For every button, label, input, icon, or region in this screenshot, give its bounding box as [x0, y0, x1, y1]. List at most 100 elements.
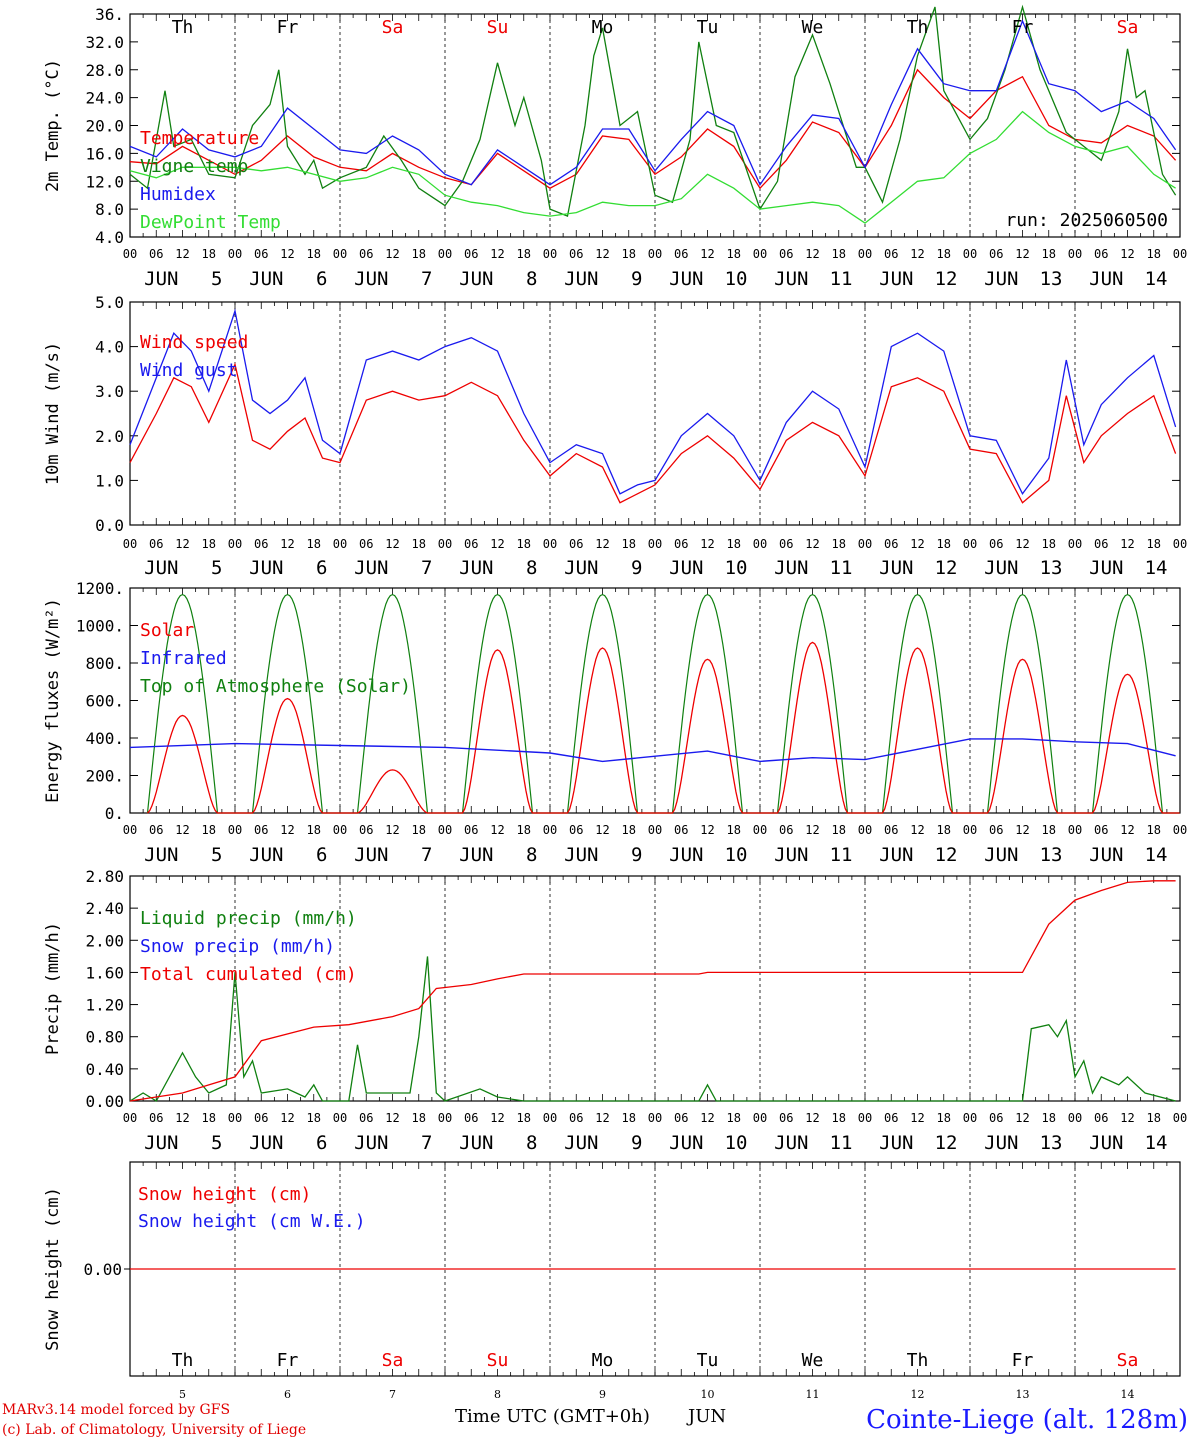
hour-tick-label: 00	[333, 247, 347, 261]
panel-1: 36. 32.0 28.0 24.0 20.0 16.0 12.0 8.0 4.0 2m Temp…	[43, 4, 1187, 290]
hour-tick-label: 06	[884, 247, 898, 261]
hour-tick-label: 12	[385, 537, 399, 551]
y-tick-label: 1.60	[85, 963, 124, 982]
hour-tick-label: 18	[412, 823, 426, 837]
hour-tick-label: 18	[937, 823, 951, 837]
hour-tick-label: 06	[359, 1111, 373, 1125]
hour-tick-label: 06	[989, 247, 1003, 261]
y-tick-label: 32.0	[85, 33, 124, 52]
legend-entry: Humidex	[140, 184, 216, 205]
hour-tick-label: 00	[228, 247, 242, 261]
date-day-label: 14	[1145, 844, 1168, 866]
hour-tick-label: 12	[1120, 1111, 1134, 1125]
credit-lab: (c) Lab. of Climatology, University of L…	[2, 1422, 306, 1438]
hour-tick-label: 00	[123, 247, 137, 261]
hour-tick-label: 00	[753, 247, 767, 261]
hour-tick-label: 18	[1147, 1111, 1161, 1125]
series-line-dewpoint-temp	[129, 110, 1176, 224]
hour-tick-label: 00	[963, 537, 977, 551]
date-month-label: JUN	[144, 268, 178, 290]
hour-tick-label: 12	[1015, 1111, 1029, 1125]
hour-tick-label: 06	[254, 823, 268, 837]
date-month-label: JUN	[564, 557, 598, 579]
hour-tick-label: 06	[1094, 537, 1108, 551]
date-month-label: JUN	[879, 268, 913, 290]
day-name-label: Tu	[697, 1350, 719, 1371]
hour-tick-label: 00	[333, 537, 347, 551]
hour-tick-label: 18	[622, 823, 636, 837]
hour-tick-label: 00	[438, 1111, 452, 1125]
hour-tick-label: 12	[700, 1111, 714, 1125]
x-axis-label: Time UTC (GMT+0h)	[455, 1406, 650, 1427]
date-day-label: 6	[316, 557, 327, 579]
date-day-label: 10	[725, 844, 748, 866]
date-day-label: 14	[1145, 268, 1168, 290]
y-axis-label: 2m Temp. (°C)	[43, 59, 63, 192]
date-day-label: 12	[935, 268, 958, 290]
hour-tick-label: 18	[937, 1111, 951, 1125]
hour-tick-label: 00	[1068, 247, 1082, 261]
date-day-label: 11	[830, 844, 853, 866]
date-day-label: 10	[725, 1132, 748, 1154]
day-number-label: 6	[284, 1388, 291, 1401]
hour-tick-label: 18	[937, 537, 951, 551]
date-day-label: 7	[421, 844, 432, 866]
hour-tick-label: 18	[727, 537, 741, 551]
hour-tick-label: 18	[1147, 823, 1161, 837]
hour-tick-label: 12	[805, 247, 819, 261]
hour-tick-label: 12	[595, 537, 609, 551]
hour-tick-label: 12	[280, 247, 294, 261]
hour-tick-label: 06	[779, 537, 793, 551]
legend-entry: Wind speed	[140, 332, 248, 353]
date-month-label: JUN	[879, 1132, 913, 1154]
date-month-label: JUN	[459, 268, 493, 290]
y-tick-label: 2.00	[85, 931, 124, 950]
date-month-label: JUN	[249, 557, 283, 579]
hour-tick-label: 12	[700, 823, 714, 837]
hour-tick-label: 06	[254, 247, 268, 261]
date-day-label: 5	[211, 557, 222, 579]
hour-tick-label: 00	[648, 247, 662, 261]
station-label: Cointe-Liege (alt. 128m)	[866, 1405, 1188, 1435]
hour-tick-label: 06	[989, 1111, 1003, 1125]
day-name-label: Fr	[1012, 1350, 1034, 1371]
hour-tick-label: 18	[202, 537, 216, 551]
day-name-label: Mo	[592, 1350, 614, 1371]
date-day-label: 14	[1145, 1132, 1168, 1154]
hour-tick-label: 06	[674, 537, 688, 551]
date-day-label: 8	[526, 1132, 537, 1154]
legend-entry: Temperature	[140, 128, 259, 149]
hour-tick-label: 12	[175, 823, 189, 837]
hour-tick-label: 06	[779, 1111, 793, 1125]
panel-4: 2.80 2.40 2.00 1.60 1.20 0.80 0.40 0.00 Precip (…	[43, 867, 1187, 1154]
date-month-label: JUN	[774, 557, 808, 579]
y-tick-label: 0.80	[85, 1028, 124, 1047]
y-axis-label: Energy fluxes (W/m²)	[43, 598, 63, 803]
hour-tick-label: 18	[832, 823, 846, 837]
date-day-label: 11	[830, 1132, 853, 1154]
series-line-wind-speed	[129, 362, 1177, 504]
date-day-label: 12	[935, 557, 958, 579]
day-name-label: Th	[172, 17, 194, 38]
legend-entry: Infrared	[140, 648, 227, 669]
hour-tick-label: 00	[648, 1111, 662, 1125]
date-month-label: JUN	[354, 268, 388, 290]
hour-tick-label: 06	[464, 537, 478, 551]
y-tick-label: 600.	[85, 692, 124, 711]
date-day-label: 12	[935, 1132, 958, 1154]
hour-tick-label: 12	[910, 537, 924, 551]
date-month-label: JUN	[354, 1132, 388, 1154]
hour-tick-label: 18	[1042, 1111, 1056, 1125]
day-name-label: We	[802, 17, 824, 38]
hour-tick-label: 06	[359, 823, 373, 837]
hour-tick-label: 18	[622, 537, 636, 551]
hour-tick-label: 12	[1120, 247, 1134, 261]
hour-tick-label: 12	[1015, 823, 1029, 837]
hour-tick-label: 00	[1173, 1111, 1187, 1125]
day-name-label: We	[802, 1350, 824, 1371]
hour-tick-label: 12	[175, 537, 189, 551]
date-day-label: 8	[526, 557, 537, 579]
hour-tick-label: 12	[910, 823, 924, 837]
date-month-label: JUN	[1089, 557, 1123, 579]
